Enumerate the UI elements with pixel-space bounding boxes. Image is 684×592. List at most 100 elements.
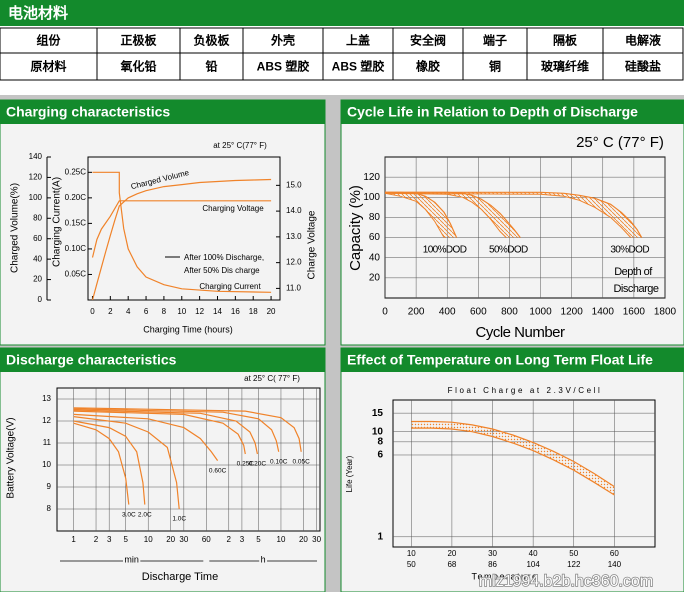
y-tick-label: 60	[33, 234, 42, 243]
x-tick-label: 140	[608, 560, 622, 569]
y-tick-label: 100	[29, 193, 43, 202]
y-tick-label: 0	[38, 295, 43, 304]
x-axis-label: Charging Time (hours)	[143, 324, 233, 334]
series-label: 0.25C	[237, 461, 255, 468]
panel-header	[341, 100, 684, 124]
series-line	[73, 420, 146, 505]
x-tick-label: 2	[94, 535, 99, 544]
panel-header	[0, 100, 325, 124]
x-tick-label: 40	[529, 549, 538, 558]
x-axis-label: Cycle Number	[475, 324, 565, 341]
y-tick-label: 15.0	[286, 180, 302, 189]
x-tick-label: 20	[447, 549, 456, 558]
panel-title: Charging characteristics	[6, 104, 170, 120]
table-cell	[462, 52, 528, 81]
header-title: 电池材料	[8, 4, 68, 22]
x-tick-label: 20	[166, 535, 175, 544]
x-unit-label: h	[261, 554, 266, 564]
table-cell	[0, 27, 98, 54]
band-upper	[411, 420, 615, 488]
panel-title: Discharge characteristics	[6, 352, 177, 368]
x-tick-label: 60	[610, 549, 619, 558]
y2-axis-label: Charging Current(A)	[52, 177, 63, 267]
series-label: 2.0C	[138, 511, 152, 518]
table-text: ABS 塑胶	[332, 59, 385, 74]
y-tick-label: 13.0	[286, 232, 302, 241]
subtitle: Float Charge at 2.3V/Cell	[448, 386, 603, 395]
series-line	[91, 178, 272, 301]
y-tick-label: 11.0	[286, 284, 302, 293]
y-tick-label: 11	[43, 438, 52, 447]
y-tick-label: 0.20C	[65, 193, 87, 202]
table-text: 铜	[489, 59, 501, 74]
band-upper	[385, 191, 643, 238]
x-tick-label: 30	[179, 535, 188, 544]
series-label: Charging Voltage	[202, 204, 264, 213]
x-tick-label: 800	[501, 307, 518, 318]
y-tick-label: 12	[42, 416, 51, 425]
band-lower	[384, 192, 507, 238]
series-line	[73, 409, 258, 455]
x-tick-label: 1	[71, 535, 76, 544]
y-tick-label: 1	[377, 531, 383, 542]
x-tick-label: 16	[231, 307, 240, 316]
y-axis-label: Life (Year)	[345, 455, 354, 492]
y-tick-label: 100	[363, 192, 380, 203]
x-axis-label: Temperature	[471, 571, 538, 581]
x-tick-label: 10	[177, 307, 186, 316]
table-text: 安全阀	[410, 33, 446, 48]
x-tick-label: 18	[249, 307, 258, 316]
table-text: 上盖	[346, 33, 370, 48]
y-tick-label: 13	[42, 394, 51, 403]
note: After 100% Discharge,	[184, 253, 264, 262]
table-cell	[392, 27, 464, 54]
x-tick-label: 0	[382, 307, 388, 318]
x-tick-label: 2	[108, 307, 113, 316]
x-tick-label: 30	[488, 549, 497, 558]
band-fill	[411, 421, 615, 495]
band-lower	[411, 427, 615, 496]
series-line	[73, 413, 219, 461]
series-label: 0.20C	[249, 461, 267, 468]
x-tick-label: 8	[162, 307, 167, 316]
band-lower	[384, 192, 445, 238]
plot-frame	[392, 399, 656, 548]
series-line	[73, 410, 246, 455]
series-label: Charging Current	[199, 282, 261, 291]
x-tick-label: 3	[107, 535, 112, 544]
series-label: 50%DOD	[489, 245, 528, 256]
table-cell	[602, 52, 684, 81]
x-tick-label: 20	[267, 307, 276, 316]
y-tick-label: 40	[369, 252, 381, 263]
table-text: 原材料	[30, 59, 66, 74]
y-tick-label: 8	[47, 504, 52, 513]
y-tick-label: 140	[29, 152, 43, 161]
annotation: at 25° C(77° F)	[213, 141, 267, 150]
series-label: 100%DOD	[423, 245, 467, 256]
x-tick-label: 10	[144, 535, 153, 544]
y-tick-label: 20	[369, 272, 381, 283]
y-tick-label: 0.25C	[65, 167, 87, 176]
x-tick-label: 2	[227, 535, 232, 544]
series-label: 0.60C	[209, 467, 227, 474]
x-tick-label: 86	[488, 560, 497, 569]
x-tick-label: 0	[90, 307, 95, 316]
y-tick-label: 9	[47, 482, 52, 491]
table-cell	[179, 27, 244, 54]
y-tick-label: 12.0	[286, 258, 302, 267]
x-tick-label: 200	[408, 307, 425, 318]
x-tick-label: 1600	[623, 307, 646, 318]
table-cell	[322, 52, 394, 81]
table-cell	[602, 27, 684, 54]
x-tick-label: 1400	[592, 307, 615, 318]
x-tick-label: 3	[240, 535, 245, 544]
x-tick-label: 5	[256, 535, 261, 544]
series-label: 30%DOD	[610, 245, 649, 256]
table-cell	[526, 52, 604, 81]
x-tick-label: 50	[569, 549, 578, 558]
series-label: 1.0C	[172, 516, 186, 523]
plot-frame	[56, 387, 321, 532]
y-tick-label: 10	[372, 426, 384, 437]
y-tick-label: 120	[29, 173, 43, 182]
